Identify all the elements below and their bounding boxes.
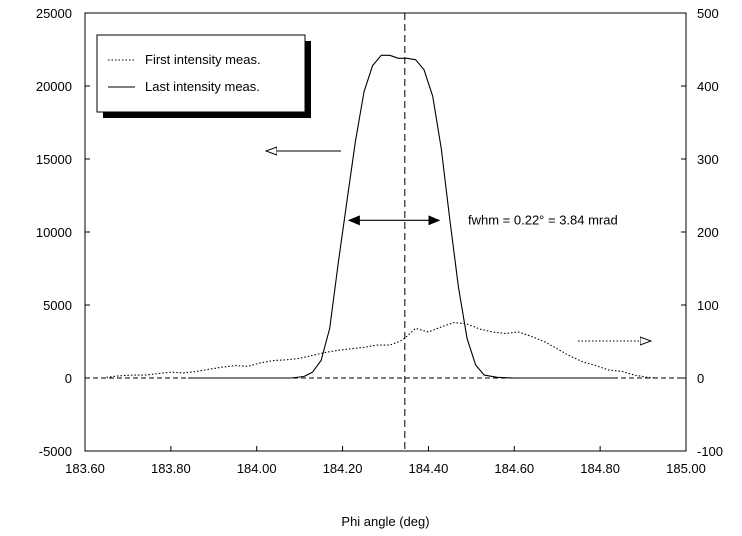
y-tick-label: -5000: [39, 444, 72, 459]
x-tick-label: 184.80: [580, 461, 620, 476]
y2-tick-label: 0: [697, 371, 704, 386]
x-tick-label: 184.60: [494, 461, 534, 476]
x-tick-label: 184.00: [237, 461, 277, 476]
legend-label-last: Last intensity meas.: [145, 79, 260, 94]
y2-tick-label: 300: [697, 152, 719, 167]
y2-tick-label: 400: [697, 79, 719, 94]
y2-tick-label: -100: [697, 444, 723, 459]
series-layer: [106, 54, 657, 379]
legend: First intensity meas. Last intensity mea…: [96, 34, 311, 118]
y-tick-label: 15000: [36, 152, 72, 167]
series-first-intensity: [106, 321, 657, 379]
y-tick-label: 25000: [36, 6, 72, 21]
legend-label-first: First intensity meas.: [145, 52, 261, 67]
x-tick-label: 183.80: [151, 461, 191, 476]
annotations: fwhm = 0.22° = 3.84 mrad: [266, 151, 651, 341]
series-last-intensity: [188, 54, 618, 379]
y-tick-label: 20000: [36, 79, 72, 94]
y-tick-label: 10000: [36, 225, 72, 240]
x-tick-label: 184.40: [409, 461, 449, 476]
y2-tick-label: 200: [697, 225, 719, 240]
ticks-layer: 183.60 183.80 184.00 184.20 184.40 184.60 184.…: [36, 6, 723, 476]
y2-tick-label: 500: [697, 6, 719, 21]
fwhm-label: fwhm = 0.22° = 3.84 mrad: [468, 212, 618, 227]
x-tick-label: 184.20: [323, 461, 363, 476]
y2-tick-label: 100: [697, 298, 719, 313]
y-tick-label: 5000: [43, 298, 72, 313]
x-tick-label: 185.00: [666, 461, 706, 476]
legend-box: [96, 34, 306, 113]
y-tick-label: 0: [65, 371, 72, 386]
x-axis-title: Phi angle (deg): [341, 514, 429, 529]
x-tick-label: 183.60: [65, 461, 105, 476]
